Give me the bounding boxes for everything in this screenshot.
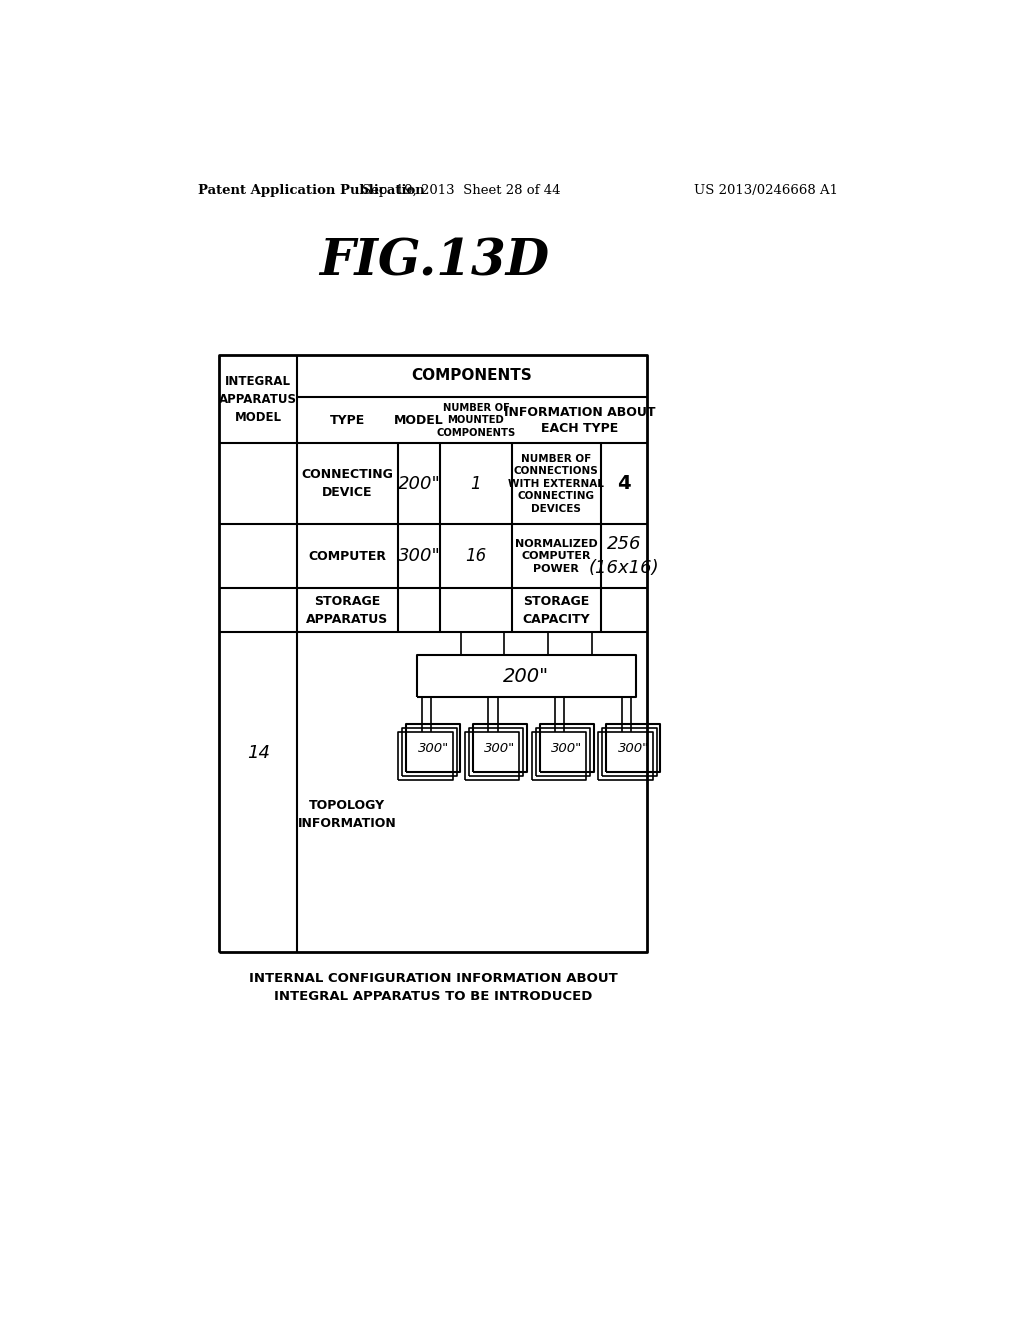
Text: NUMBER OF
CONNECTIONS
WITH EXTERNAL
CONNECTING
DEVICES: NUMBER OF CONNECTIONS WITH EXTERNAL CONN… bbox=[508, 454, 604, 513]
Text: TYPE: TYPE bbox=[330, 413, 365, 426]
Text: NORMALIZED
COMPUTER
POWER: NORMALIZED COMPUTER POWER bbox=[515, 539, 598, 573]
Text: FIG.13D: FIG.13D bbox=[319, 238, 549, 286]
Text: TOPOLOGY
INFORMATION: TOPOLOGY INFORMATION bbox=[298, 800, 396, 830]
Text: COMPUTER: COMPUTER bbox=[308, 549, 386, 562]
Text: 300": 300" bbox=[484, 742, 516, 755]
Text: STORAGE
APPARATUS: STORAGE APPARATUS bbox=[306, 594, 388, 626]
Text: INFORMATION ABOUT
EACH TYPE: INFORMATION ABOUT EACH TYPE bbox=[504, 405, 655, 434]
Text: 300": 300" bbox=[397, 546, 440, 565]
Text: 200": 200" bbox=[397, 475, 440, 492]
Text: NUMBER OF
MOUNTED
COMPONENTS: NUMBER OF MOUNTED COMPONENTS bbox=[436, 403, 516, 438]
Text: COMPONENTS: COMPONENTS bbox=[412, 368, 532, 383]
Text: Sep. 19, 2013  Sheet 28 of 44: Sep. 19, 2013 Sheet 28 of 44 bbox=[362, 185, 560, 197]
Text: INTEGRAL
APPARATUS
MODEL: INTEGRAL APPARATUS MODEL bbox=[219, 375, 297, 424]
Text: 16: 16 bbox=[465, 546, 486, 565]
Text: 300": 300" bbox=[551, 742, 583, 755]
Text: 300": 300" bbox=[418, 742, 449, 755]
Text: MODEL: MODEL bbox=[394, 413, 443, 426]
Text: 14: 14 bbox=[247, 744, 269, 762]
Text: CONNECTING
DEVICE: CONNECTING DEVICE bbox=[301, 469, 393, 499]
Text: INTERNAL CONFIGURATION INFORMATION ABOUT: INTERNAL CONFIGURATION INFORMATION ABOUT bbox=[249, 972, 617, 985]
Text: 256
(16x16): 256 (16x16) bbox=[589, 536, 659, 577]
Text: US 2013/0246668 A1: US 2013/0246668 A1 bbox=[693, 185, 838, 197]
Text: INTEGRAL APPARATUS TO BE INTRODUCED: INTEGRAL APPARATUS TO BE INTRODUCED bbox=[274, 990, 593, 1003]
Text: STORAGE
CAPACITY: STORAGE CAPACITY bbox=[522, 594, 590, 626]
Text: 300": 300" bbox=[617, 742, 649, 755]
Text: 1: 1 bbox=[471, 475, 481, 492]
Text: 4: 4 bbox=[617, 474, 631, 494]
Text: 200": 200" bbox=[503, 667, 550, 685]
Text: Patent Application Publication: Patent Application Publication bbox=[198, 185, 425, 197]
